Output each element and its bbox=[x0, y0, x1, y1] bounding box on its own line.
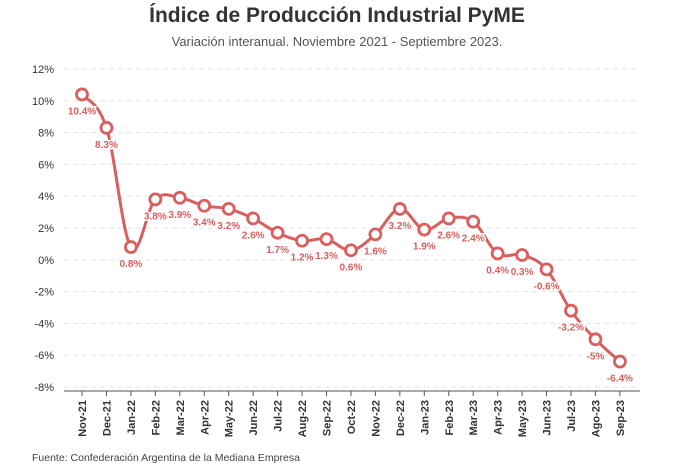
data-label: 1.3% bbox=[315, 251, 338, 262]
data-point bbox=[490, 246, 505, 261]
data-point bbox=[221, 202, 236, 216]
data-label: -6.4% bbox=[607, 374, 633, 385]
data-label: 0.4% bbox=[486, 265, 509, 276]
x-tick-label: Feb-22 bbox=[150, 400, 162, 435]
data-label: 1.7% bbox=[266, 245, 289, 256]
y-tick-label: 4% bbox=[38, 191, 54, 203]
x-tick-label: Jul-23 bbox=[566, 400, 578, 432]
data-label: 2.6% bbox=[437, 230, 460, 241]
chart-title: Índice de Producción Industrial PyME bbox=[149, 4, 525, 27]
x-tick-label: May-23 bbox=[517, 400, 529, 437]
data-point bbox=[148, 192, 163, 207]
x-tick-label: Nov-21 bbox=[77, 400, 89, 437]
data-point bbox=[99, 120, 114, 135]
data-label: 1.2% bbox=[291, 253, 314, 264]
data-label: 1.9% bbox=[413, 242, 436, 253]
data-label: 3.9% bbox=[168, 210, 191, 221]
x-tick-label: Sep-22 bbox=[322, 400, 334, 436]
data-point bbox=[246, 211, 261, 226]
chart-subtitle: Variación interanual. Noviembre 2021 - S… bbox=[171, 34, 503, 49]
x-tick-label: Apr-23 bbox=[493, 400, 505, 435]
x-tick-label: Apr-22 bbox=[199, 400, 211, 435]
x-tick-label: Jan-22 bbox=[126, 400, 138, 435]
data-label: 1.6% bbox=[364, 246, 387, 257]
x-tick-label: Aug-22 bbox=[297, 400, 309, 437]
data-point bbox=[588, 332, 603, 347]
x-tick-label: Dec-22 bbox=[395, 400, 407, 436]
data-point bbox=[295, 233, 309, 248]
x-tick-label: Dec-21 bbox=[101, 400, 113, 436]
data-point bbox=[75, 87, 89, 102]
y-tick-label: 8% bbox=[38, 128, 54, 140]
data-label: 10.4% bbox=[68, 106, 96, 117]
x-tick-label: Nov-22 bbox=[370, 400, 382, 437]
data-label: 3.2% bbox=[217, 221, 240, 232]
data-point bbox=[319, 232, 334, 247]
data-point bbox=[466, 214, 481, 229]
y-tick-label: 10% bbox=[32, 96, 54, 108]
data-point bbox=[441, 211, 456, 226]
x-tick-label: Jun-23 bbox=[542, 400, 554, 435]
x-tick-label: Mar-23 bbox=[468, 400, 480, 435]
grid-lines bbox=[64, 68, 640, 392]
data-label: 0.3% bbox=[511, 267, 534, 278]
data-point bbox=[417, 222, 432, 237]
y-tick-label: -2% bbox=[34, 287, 54, 299]
data-point bbox=[392, 202, 407, 216]
data-label: 2.4% bbox=[462, 234, 485, 245]
y-tick-label: -8% bbox=[34, 382, 54, 394]
data-label: 3.2% bbox=[388, 221, 411, 232]
data-label: 3.4% bbox=[193, 218, 216, 229]
y-tick-label: 12% bbox=[32, 64, 54, 76]
data-point bbox=[613, 354, 627, 369]
data-label: 0.6% bbox=[340, 262, 363, 273]
x-tick-label: Mar-22 bbox=[175, 400, 187, 435]
data-label: 0.8% bbox=[120, 259, 143, 270]
data-label: -3.2% bbox=[558, 323, 584, 334]
data-point bbox=[270, 225, 285, 240]
data-label: 3.8% bbox=[144, 211, 167, 222]
y-tick-label: 6% bbox=[38, 159, 54, 171]
data-label: -0.6% bbox=[533, 281, 559, 292]
source-note: Fuente: Confederación Argentina de la Me… bbox=[32, 452, 300, 464]
x-tick-label: Jul-22 bbox=[273, 400, 285, 432]
series-line bbox=[80, 92, 622, 364]
data-point bbox=[197, 198, 212, 213]
y-tick-label: -6% bbox=[34, 350, 54, 362]
data-point bbox=[564, 303, 578, 318]
data-label: 2.6% bbox=[242, 230, 265, 241]
data-label: 8.3% bbox=[95, 140, 118, 151]
x-tick-label: Jun-22 bbox=[248, 400, 260, 435]
data-points bbox=[75, 87, 627, 369]
data-label: -5% bbox=[587, 351, 605, 362]
data-point bbox=[515, 248, 529, 262]
y-tick-label: 0% bbox=[38, 255, 54, 267]
data-point bbox=[344, 243, 358, 258]
x-tick-label: Sep-23 bbox=[615, 400, 627, 436]
data-point bbox=[539, 262, 554, 277]
x-axis-ticks: Nov-21 Dec-21 Jan-22 Feb-22 Mar-22 Apr-22 May-… bbox=[77, 391, 627, 437]
x-tick-label: May-22 bbox=[224, 400, 236, 437]
y-tick-label: 2% bbox=[38, 223, 54, 235]
y-axis-ticks: 12% 10% 8% 6% 4% 2% 0% -2% -4% -6% -8% bbox=[32, 64, 54, 394]
x-tick-label: Feb-23 bbox=[444, 400, 456, 435]
x-tick-label: Ago-23 bbox=[590, 400, 602, 437]
data-point bbox=[172, 190, 187, 205]
data-point bbox=[368, 227, 383, 242]
data-labels: 10.4%8.3%0.8%3.8% 3.9%3.4% 3.2%2.6%1.7%1.2… bbox=[66, 105, 634, 386]
x-tick-label: Jan-23 bbox=[419, 400, 431, 435]
y-tick-label: -4% bbox=[34, 318, 54, 330]
data-point bbox=[123, 240, 138, 254]
x-tick-label: Oct-22 bbox=[346, 400, 358, 434]
